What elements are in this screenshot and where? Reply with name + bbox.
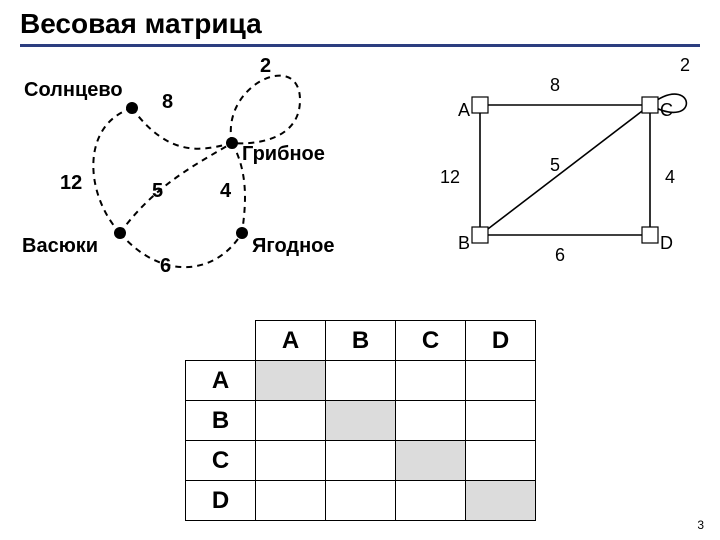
weight-matrix-table: A B C D A B C xyxy=(185,320,536,521)
matrix-cell xyxy=(326,361,396,401)
matrix-col-B: B xyxy=(326,321,396,361)
node-label-C: C xyxy=(660,100,673,121)
matrix-cell xyxy=(326,481,396,521)
matrix-cell xyxy=(326,401,396,441)
matrix-row-B: B xyxy=(186,401,256,441)
weight-2-left: 2 xyxy=(260,55,271,78)
weight-4-left: 4 xyxy=(220,180,231,203)
weight-8-right: 8 xyxy=(550,75,560,96)
node-label-gribnoe: Грибное xyxy=(242,143,325,166)
title-underline xyxy=(20,44,700,47)
node-label-yagodnoe: Ягодное xyxy=(252,235,335,258)
matrix-cell xyxy=(396,361,466,401)
node-label-D: D xyxy=(660,233,673,254)
matrix-corner xyxy=(186,321,256,361)
weight-5-left: 5 xyxy=(152,180,163,203)
matrix-row-C: C xyxy=(186,441,256,481)
weight-12-right: 12 xyxy=(440,167,460,188)
weight-5-right: 5 xyxy=(550,155,560,176)
weight-6-left: 6 xyxy=(160,255,171,278)
matrix-cell xyxy=(326,441,396,481)
weight-4-right: 4 xyxy=(665,167,675,188)
matrix-row-A: A xyxy=(186,361,256,401)
node-label-vasuki: Васюки xyxy=(22,235,98,258)
weight-6-right: 6 xyxy=(555,245,565,266)
matrix-cell xyxy=(396,441,466,481)
node-label-B: B xyxy=(458,233,470,254)
matrix-cell xyxy=(256,481,326,521)
node-label-A: A xyxy=(458,100,470,121)
matrix-cell xyxy=(396,481,466,521)
node-label-solntsevo: Солнцево xyxy=(24,79,123,102)
matrix-cell xyxy=(466,361,536,401)
graphs-canvas: Солнцево Грибное Васюки Ягодное 2 8 12 5… xyxy=(20,55,700,305)
matrix-cell xyxy=(256,401,326,441)
matrix-cell xyxy=(256,441,326,481)
matrix-cell xyxy=(466,401,536,441)
matrix-cell xyxy=(466,481,536,521)
matrix-col-D: D xyxy=(466,321,536,361)
page-number: 3 xyxy=(697,518,704,532)
matrix-cell xyxy=(466,441,536,481)
matrix-col-A: A xyxy=(256,321,326,361)
weight-2-right: 2 xyxy=(680,55,690,76)
weight-12-left: 12 xyxy=(60,172,82,195)
matrix-cell xyxy=(256,361,326,401)
matrix-col-C: C xyxy=(396,321,466,361)
matrix-row-D: D xyxy=(186,481,256,521)
weight-8-left: 8 xyxy=(162,91,173,114)
page-title: Весовая матрица xyxy=(20,8,700,40)
matrix-cell xyxy=(396,401,466,441)
